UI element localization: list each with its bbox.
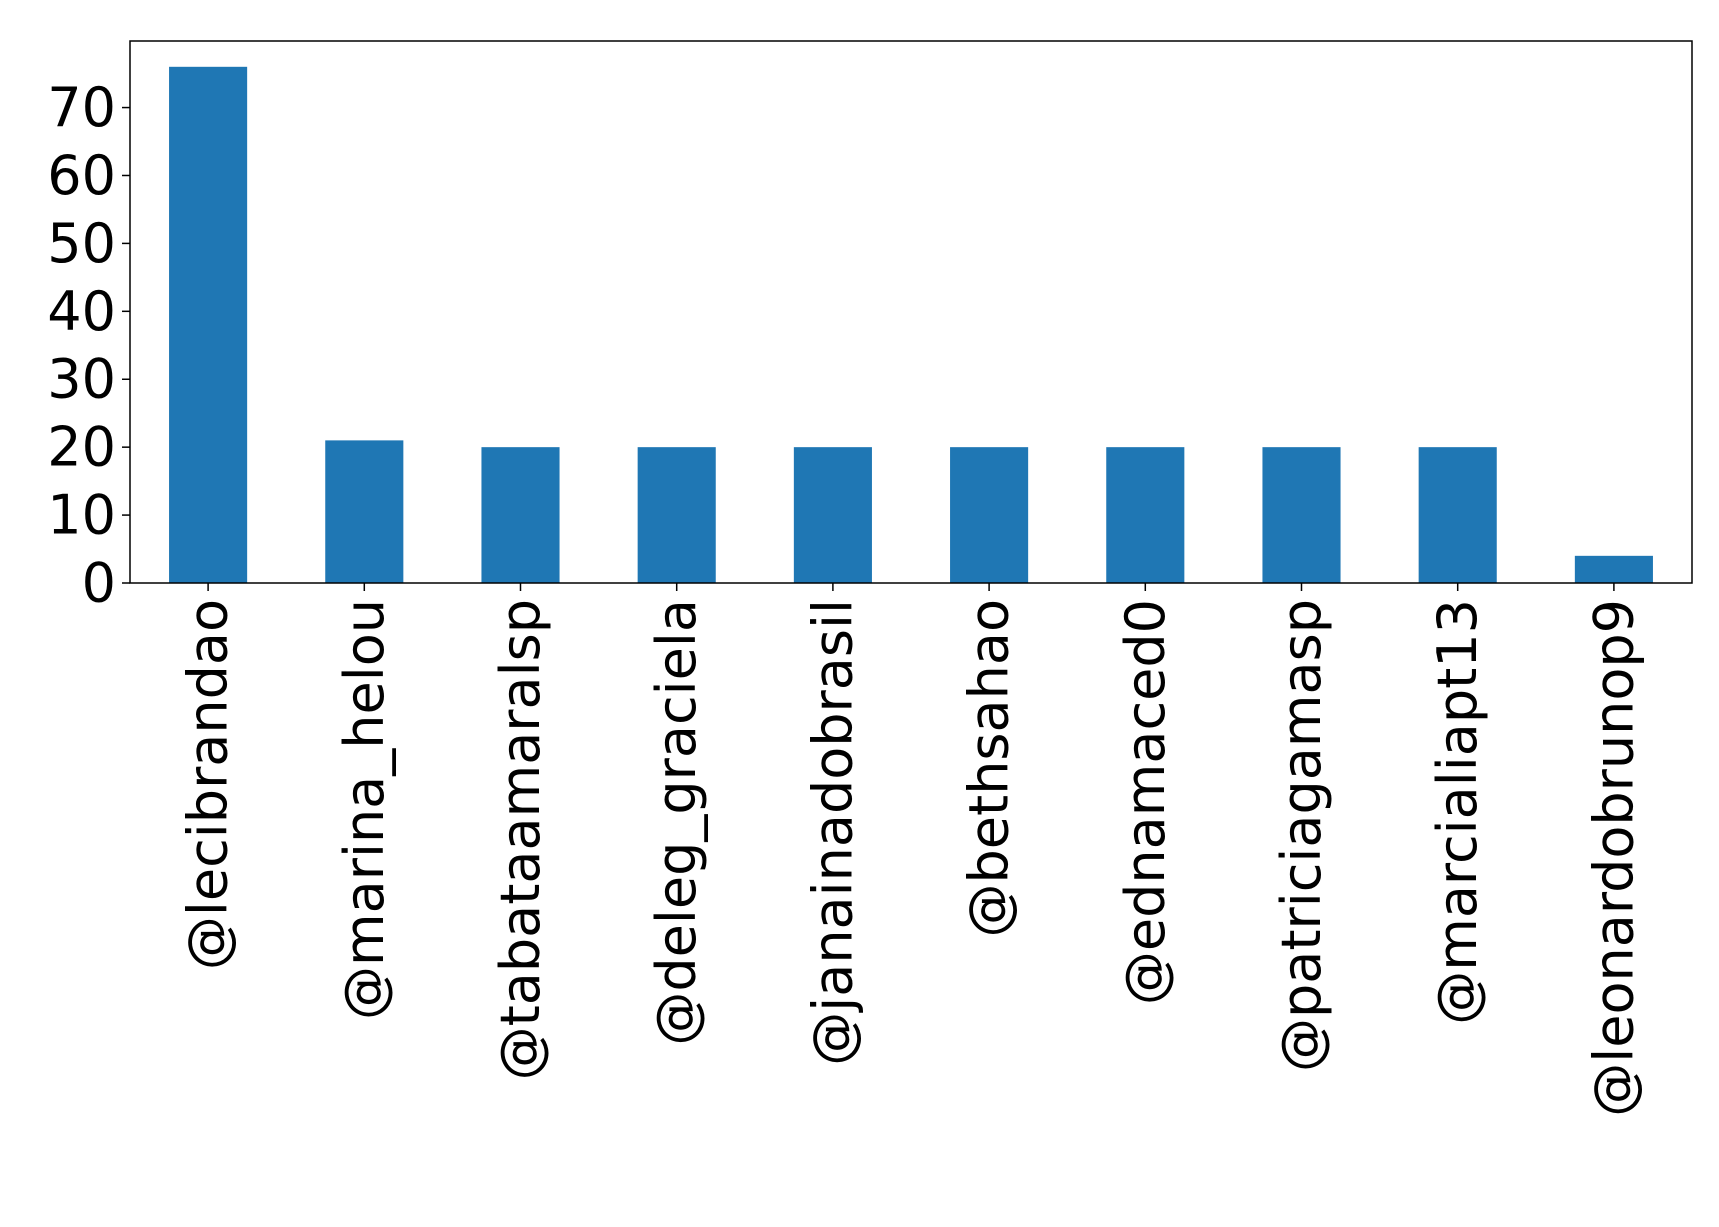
x-axis-ticks: @lecibrandao @marina_helou @tabataamaralsp… (177, 583, 1645, 1117)
bar (169, 66, 248, 584)
bar (1574, 555, 1653, 583)
y-tick-label: 30 (47, 348, 116, 411)
y-tick-label: 70 (47, 76, 116, 139)
bar (637, 447, 716, 583)
y-tick-label: 50 (47, 212, 116, 275)
x-tick-label: @janainadobrasil (801, 599, 864, 1066)
y-tick-label: 40 (47, 280, 116, 343)
x-tick-label: @ednamaced0 (1114, 599, 1177, 1005)
x-tick-label: @patriciagamasp (1270, 599, 1333, 1072)
bar (1418, 447, 1497, 583)
y-tick-label: 60 (47, 144, 116, 207)
x-tick-label: @deleg_graciela (645, 599, 708, 1046)
bar (1262, 447, 1341, 583)
bars (169, 66, 1653, 584)
y-tick-label: 20 (47, 416, 116, 479)
bar (1106, 447, 1185, 583)
bar (950, 447, 1029, 583)
plot-area-frame (129, 40, 1693, 584)
bar (793, 447, 872, 583)
y-tick-label: 0 (82, 552, 116, 615)
x-tick-label: @leonardobrunop9 (1582, 599, 1645, 1117)
x-tick-label: @marina_helou (333, 599, 396, 1020)
bar (481, 447, 560, 583)
bar (325, 440, 404, 583)
x-tick-label: @tabataamaralsp (489, 599, 552, 1080)
x-tick-label: @lecibrandao (177, 599, 240, 970)
y-tick-label: 10 (47, 484, 116, 547)
x-tick-label: @marcialiapt13 (1426, 599, 1489, 1025)
x-tick-label: @bethsahao (958, 599, 1021, 937)
